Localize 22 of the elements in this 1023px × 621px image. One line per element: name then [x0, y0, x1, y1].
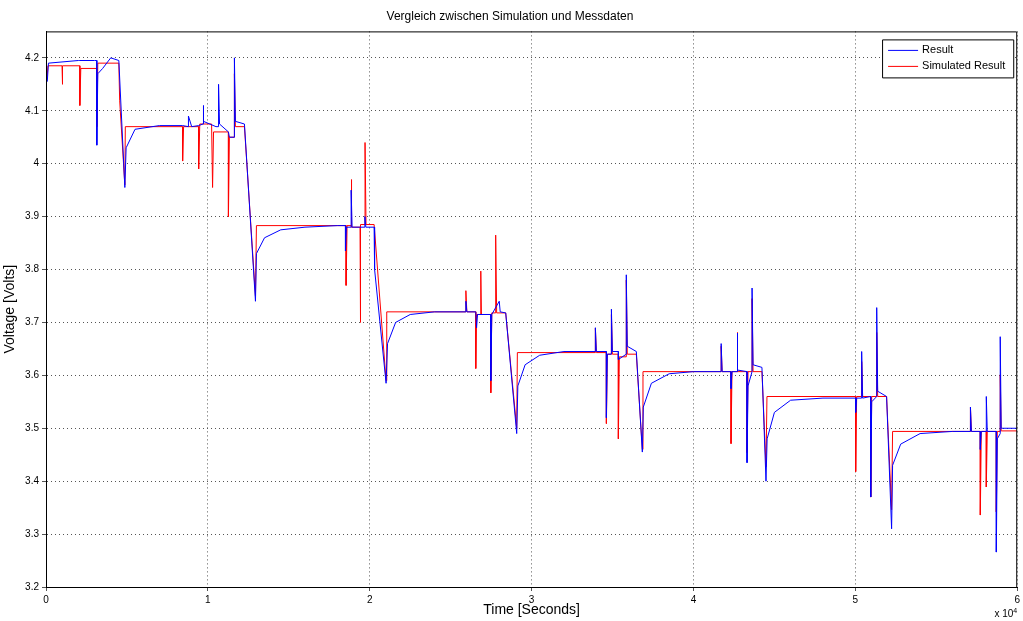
x-tick-label: 3 [528, 593, 535, 605]
x-tick-label: 5 [852, 593, 859, 605]
y-tick-label: 4.2 [25, 51, 40, 63]
y-tick-label: 3.6 [25, 369, 40, 381]
x-tick-label: 2 [366, 593, 373, 605]
y-tick-label: 3.3 [25, 527, 40, 539]
y-tick-label: 3.9 [25, 210, 40, 222]
legend-label: Simulated Result [922, 59, 1006, 72]
y-tick-label: 3.4 [25, 474, 40, 486]
chart-title: Vergleich zwischen Simulation und Messdaten [386, 8, 634, 23]
y-tick-label: 4 [33, 157, 40, 169]
y-tick-label: 3.8 [25, 263, 40, 275]
x-tick-label: 0 [43, 593, 50, 605]
y-tick-label: 3.7 [25, 316, 40, 328]
y-tick-label: 3.5 [25, 422, 40, 434]
x-tick-label: 4 [690, 593, 697, 605]
legend-label: Result [922, 43, 954, 56]
x-tick-label: 1 [205, 593, 212, 605]
y-axis-title: Voltage [Volts] [1, 264, 18, 354]
x-tick-label: 6 [1014, 593, 1021, 605]
y-tick-label: 4.1 [25, 104, 40, 116]
y-tick-label: 3.2 [25, 580, 40, 592]
